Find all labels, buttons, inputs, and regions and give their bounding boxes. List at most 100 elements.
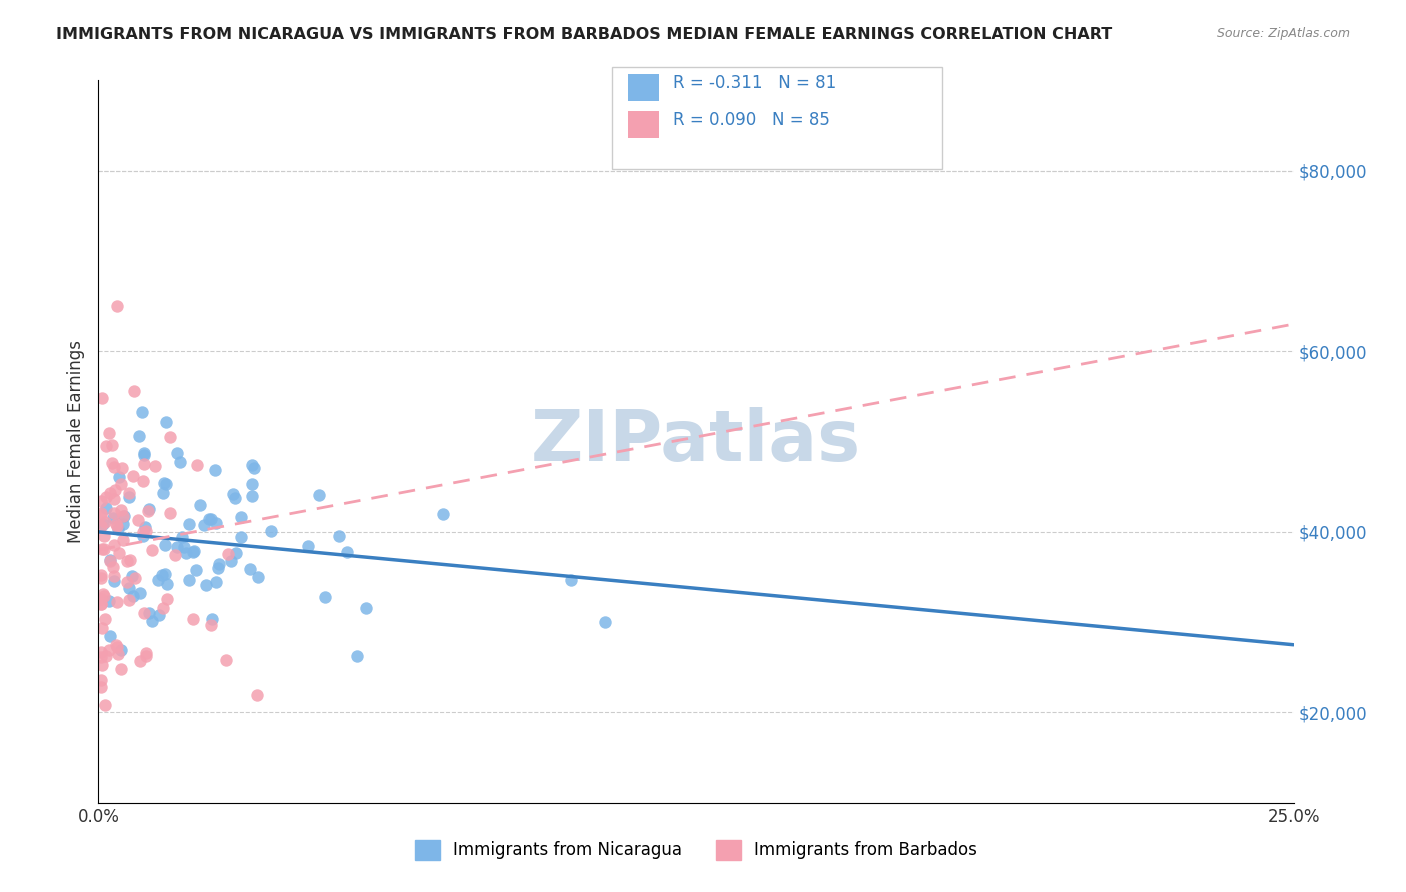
Point (129, 585, 152, 599)
Point (193, 517, 215, 532)
Point (217, 547, 239, 561)
Point (105, 640, 128, 654)
Point (143, 459, 166, 474)
Point (204, 463, 226, 477)
Point (101, 511, 124, 525)
Point (90, 571, 112, 585)
Point (148, 607, 170, 622)
Point (153, 476, 176, 491)
Point (174, 546, 197, 560)
Point (181, 544, 204, 558)
Text: IMMIGRANTS FROM NICARAGUA VS IMMIGRANTS FROM BARBADOS MEDIAN FEMALE EARNINGS COR: IMMIGRANTS FROM NICARAGUA VS IMMIGRANTS … (56, 27, 1112, 42)
Point (94, 698, 117, 712)
Point (90, 597, 112, 611)
Point (100, 486, 122, 500)
Point (101, 457, 124, 471)
Point (146, 573, 169, 587)
Point (134, 520, 156, 534)
Point (166, 540, 188, 554)
Point (225, 546, 247, 560)
Point (138, 607, 160, 621)
Point (110, 662, 132, 676)
Point (195, 578, 218, 592)
Point (135, 524, 157, 538)
Point (90, 494, 112, 508)
Point (170, 530, 193, 544)
Point (135, 649, 157, 664)
Point (132, 474, 155, 488)
Point (104, 483, 127, 498)
Point (152, 486, 174, 500)
Point (90, 591, 112, 606)
Point (153, 567, 176, 582)
Point (122, 468, 145, 483)
Point (91, 541, 114, 556)
Point (111, 517, 134, 532)
Point (98, 554, 121, 568)
Point (156, 576, 179, 591)
Point (97, 593, 120, 607)
Point (346, 649, 368, 664)
Point (152, 601, 174, 615)
Text: Source: ZipAtlas.com: Source: ZipAtlas.com (1216, 27, 1350, 40)
Y-axis label: Median Female Earnings: Median Female Earnings (66, 340, 84, 543)
Point (97, 642, 120, 657)
Point (122, 589, 145, 603)
Point (90, 597, 112, 611)
Point (94, 500, 117, 515)
Point (100, 630, 122, 644)
Point (169, 455, 191, 469)
Point (138, 501, 160, 516)
Point (117, 554, 139, 568)
Point (184, 563, 207, 577)
Point (181, 612, 204, 626)
Text: R = 0.090   N = 85: R = 0.090 N = 85 (673, 112, 831, 129)
Point (219, 554, 242, 568)
Point (105, 516, 128, 531)
Text: ZIPatlas: ZIPatlas (531, 407, 860, 476)
Point (328, 529, 350, 543)
Point (135, 646, 157, 660)
Point (112, 533, 135, 547)
Point (118, 581, 141, 595)
Point (108, 545, 131, 559)
Point (204, 574, 226, 589)
Point (593, 615, 616, 630)
Point (560, 573, 582, 587)
Point (98, 552, 121, 566)
Point (224, 491, 246, 505)
Point (103, 569, 125, 583)
Point (159, 430, 181, 444)
Point (110, 503, 132, 517)
Point (90, 673, 112, 687)
Point (107, 595, 129, 609)
Point (94, 516, 117, 530)
Point (165, 549, 187, 563)
Point (242, 489, 264, 503)
Point (159, 506, 181, 520)
Point (198, 512, 221, 526)
Point (221, 486, 243, 500)
Point (129, 654, 152, 668)
Point (240, 458, 263, 472)
Point (90, 680, 112, 694)
Point (155, 415, 177, 429)
Point (205, 516, 228, 530)
Point (134, 445, 156, 459)
Point (91, 657, 114, 672)
Point (215, 653, 238, 667)
Point (93, 529, 115, 543)
Point (153, 538, 176, 552)
Point (98, 426, 121, 441)
Point (314, 590, 336, 604)
Point (121, 569, 143, 583)
Point (136, 503, 159, 517)
Point (240, 477, 263, 491)
Point (247, 570, 270, 584)
Point (239, 562, 262, 576)
Point (94, 612, 117, 626)
Point (177, 573, 200, 587)
Point (96, 648, 118, 663)
Point (90, 506, 112, 520)
Point (336, 545, 359, 559)
